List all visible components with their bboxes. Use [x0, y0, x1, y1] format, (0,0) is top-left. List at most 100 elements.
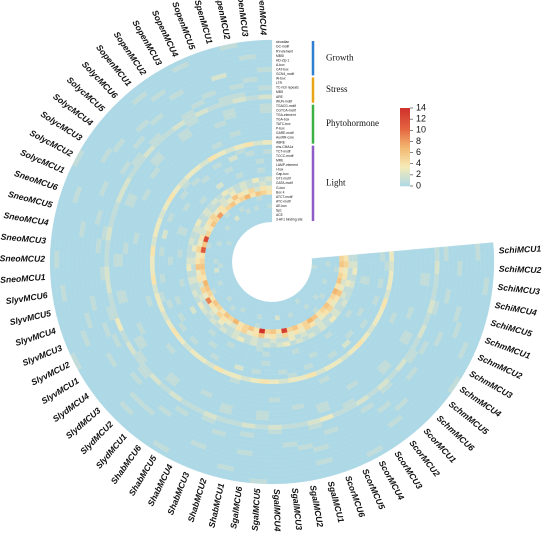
heatmap-cell	[452, 260, 458, 276]
heatmap-cell	[402, 249, 408, 262]
heatmap-cell	[209, 253, 215, 260]
category-label: SpenMCU4	[257, 0, 269, 36]
heatmap-cell	[315, 265, 322, 270]
colorbar-tick-label: 12	[416, 114, 426, 124]
element-label: TGA-box	[276, 118, 290, 122]
heatmap-cell	[406, 249, 413, 262]
category-label: SneoMCU4	[3, 210, 50, 228]
heatmap-cell	[343, 255, 349, 262]
heatmap-cell	[370, 261, 376, 270]
category-label: SneoMCU5	[7, 189, 54, 210]
heatmap-cell	[177, 264, 183, 273]
heatmap-cell	[270, 319, 276, 325]
colorbar-step	[400, 143, 410, 146]
heatmap-cell	[275, 328, 283, 334]
heatmap-cell	[375, 252, 381, 262]
heatmap-cell	[269, 388, 280, 394]
heatmap-cell	[214, 249, 220, 256]
heatmap-cell	[270, 306, 276, 312]
heatmap-cell	[311, 264, 317, 269]
category-label: SlyvMCU6	[5, 290, 48, 306]
heatmap-cell	[270, 324, 277, 330]
heatmap-cell	[113, 253, 119, 267]
colorbar-step	[400, 127, 410, 130]
element-label: MBSI	[276, 54, 284, 58]
category-label: ScorMCU6	[343, 474, 367, 519]
heatmap-cell	[447, 245, 454, 261]
heatmap-cell	[265, 180, 273, 186]
heatmap-cell	[200, 258, 205, 265]
heatmap-cell	[209, 258, 214, 264]
element-label: CAT-box	[276, 67, 289, 71]
heatmap-cell	[267, 301, 272, 307]
category-label: SpenMCU2	[214, 0, 233, 41]
heatmap-cell	[488, 260, 495, 279]
heatmap-cell	[267, 447, 284, 453]
heatmap-cell	[420, 260, 426, 274]
heatmap-cell	[316, 257, 322, 262]
heatmap-cell	[267, 212, 273, 218]
heatmap-cell	[186, 264, 192, 272]
heatmap-cell	[456, 245, 463, 261]
colorbar-step	[400, 121, 410, 124]
heatmap-cell	[99, 253, 105, 268]
element-label: TCT-motif	[276, 149, 291, 153]
colorbar-step	[400, 172, 410, 175]
category-label: ShabMCU1	[206, 482, 226, 529]
heatmap-cell	[218, 263, 224, 268]
heatmap-cell	[375, 261, 381, 270]
heatmap-cell	[154, 255, 160, 266]
heatmap-cell	[131, 254, 137, 267]
heatmap-cell	[268, 392, 281, 398]
heatmap-cell	[81, 252, 87, 268]
colorbar-step	[400, 115, 410, 119]
heatmap-cell	[259, 378, 270, 384]
heatmap-cell	[416, 260, 422, 273]
heatmap-cell	[260, 319, 267, 325]
colorbar-step	[400, 139, 410, 142]
heatmap-cell	[168, 264, 174, 274]
heatmap-cell	[270, 333, 277, 339]
category-label: SchiMCU5	[489, 318, 533, 339]
heatmap-cell	[266, 310, 272, 316]
heatmap-cell	[109, 253, 115, 267]
heatmap-cell	[264, 333, 271, 339]
heatmap-cell	[261, 356, 271, 362]
heatmap-cell	[267, 451, 284, 457]
heatmap-cell	[263, 342, 271, 348]
heatmap-cell	[256, 76, 273, 82]
heatmap-cell	[269, 360, 279, 366]
heatmap-cell	[266, 190, 273, 196]
heatmap-cell	[484, 260, 490, 278]
heatmap-cell	[172, 248, 179, 258]
heatmap-cell	[275, 319, 281, 325]
heatmap-cell	[379, 260, 385, 271]
heatmap-cell	[266, 199, 273, 205]
heatmap-cell	[222, 263, 228, 268]
heatmap-cell	[267, 456, 284, 462]
heatmap-cell	[258, 392, 270, 398]
category-label: SpenMCU1	[193, 0, 215, 45]
heatmap-cell	[475, 260, 481, 278]
heatmap-cell	[479, 260, 485, 278]
heatmap-cell	[254, 48, 273, 55]
heatmap-cell	[77, 251, 83, 268]
heatmap-cell	[388, 260, 394, 271]
heatmap-cell	[195, 263, 201, 271]
heatmap-cell	[222, 259, 228, 264]
heatmap-cell	[195, 251, 201, 259]
heatmap-cell	[352, 254, 358, 262]
category-label: SneoMCU2	[0, 253, 45, 263]
heatmap-cell	[168, 248, 174, 258]
heatmap-cell	[190, 257, 196, 265]
heatmap-cell	[262, 149, 273, 155]
heatmap-cell	[263, 301, 269, 307]
heatmap-cell	[267, 442, 284, 448]
heatmap-cell	[277, 355, 286, 362]
category-label: SlyvMCU5	[9, 308, 52, 327]
heatmap-cell	[259, 108, 273, 114]
heatmap-cell	[276, 333, 283, 339]
heatmap-cell	[361, 261, 367, 269]
heatmap-cell	[329, 261, 335, 267]
heatmap-cell	[263, 305, 268, 311]
